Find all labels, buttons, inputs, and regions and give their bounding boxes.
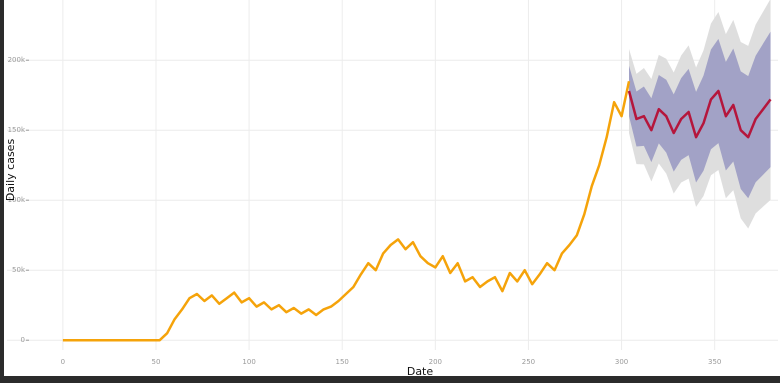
y-tick-label: 0 — [21, 336, 25, 344]
y-axis-title: Daily cases — [4, 139, 17, 202]
x-tick-label: 350 — [708, 358, 721, 366]
y-tick-label: 50k — [12, 266, 26, 274]
y-tick-label: 150k — [8, 126, 26, 134]
series-line — [627, 89, 772, 139]
confidence-band — [629, 31, 771, 199]
x-tick-label: 250 — [522, 358, 535, 366]
plot-background — [4, 0, 780, 376]
x-axis-title: Date — [407, 365, 434, 378]
series-line — [62, 80, 631, 342]
x-tick-label: 0 — [61, 358, 65, 366]
x-tick-label: 300 — [615, 358, 628, 366]
grid — [7, 0, 778, 350]
plot-area — [62, 0, 772, 342]
x-tick-label: 100 — [242, 358, 255, 366]
x-tick-label: 50 — [152, 358, 161, 366]
x-tick-label: 150 — [336, 358, 349, 366]
y-tick-label: 200k — [8, 56, 26, 64]
y-tick-label: 100k — [8, 196, 26, 204]
x-tick-label: 200 — [429, 358, 442, 366]
axis-labels: 0 50 100 150 200 250 300 350 0 50k 100k 150k 200k — [8, 56, 722, 366]
